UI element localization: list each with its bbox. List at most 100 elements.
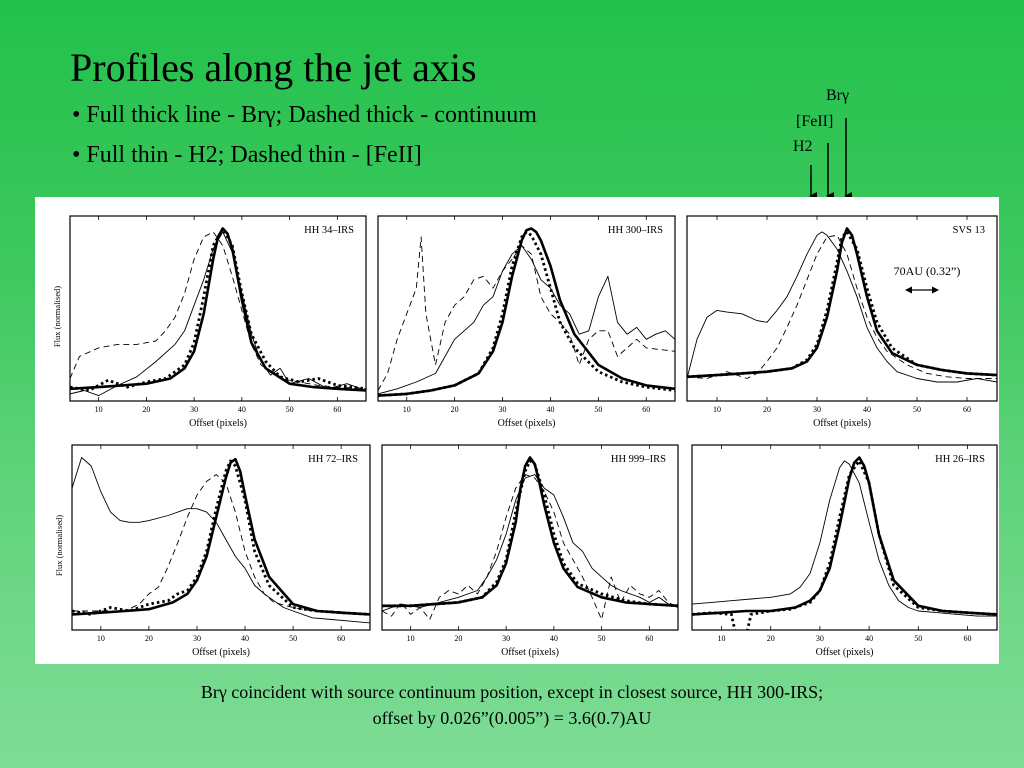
plot-title: HH 999–IRS [611, 454, 666, 465]
series-thick-dashed [72, 459, 370, 616]
series-thin-solid [382, 474, 678, 612]
x-axis-label: Offset (pixels) [192, 647, 250, 658]
legend-bullet-thick: • Full thick line - Brγ; Dashed thick - … [72, 102, 537, 128]
x-tick-label: 60 [333, 405, 341, 414]
scale-bar-label: 70AU (0.32”) [894, 264, 961, 278]
profiles-chart: 10 20 30 40 50 60 Offset (pixels) Flux (normali… [52, 215, 998, 658]
footer-line-2: offset by 0.026”(0.005”) = 3.6(0.7)AU [372, 708, 652, 728]
plot-frame [686, 215, 998, 402]
profiles-panel: 10 20 30 40 50 60 Offset (pixels) Flux (normali… [35, 197, 999, 664]
x-tick-label: 50 [594, 405, 602, 414]
x-axis-label: Offset (pixels) [189, 418, 247, 429]
x-axis-label: Offset (pixels) [498, 418, 556, 429]
x-tick-label: 40 [238, 405, 246, 414]
plot-2: 10 20 30 40 50 60 Offset (pixels) HH 300–IRS [377, 215, 676, 429]
scale-bar-left-head [905, 286, 912, 294]
plot-title: HH 300–IRS [608, 225, 663, 236]
y-axis-label: Flux (normalised) [54, 515, 64, 576]
label-brg: Brγ [826, 87, 850, 104]
x-tick-label: 60 [963, 405, 971, 414]
legend-bullet-thin: • Full thin - H2; Dashed thin - [FeII] [72, 142, 422, 168]
series-thick-solid [378, 227, 675, 397]
series-thin-solid [72, 457, 370, 624]
series-thick-solid [72, 457, 370, 616]
x-tick-label: 10 [97, 634, 105, 643]
x-tick-label: 10 [718, 634, 726, 643]
plot-title: HH 72–IRS [308, 454, 358, 465]
x-tick-label: 40 [550, 634, 558, 643]
x-tick-label: 40 [241, 634, 249, 643]
series-thin-dashed [72, 474, 370, 615]
x-tick-label: 30 [499, 405, 507, 414]
series-thin-solid [692, 460, 997, 617]
x-tick-label: 30 [502, 634, 510, 643]
x-tick-label: 20 [454, 634, 462, 643]
x-tick-label: 20 [451, 405, 459, 414]
plot-3: 10 20 30 40 50 60 Offset (pixels) SVS 13 [686, 215, 998, 429]
series-thin-solid [687, 231, 997, 383]
series-thick-dashed [687, 230, 997, 379]
plot-frame [69, 215, 367, 402]
series-thin-solid [70, 231, 366, 397]
series-thick-solid [70, 227, 366, 392]
x-tick-label: 50 [914, 634, 922, 643]
x-tick-label: 30 [193, 634, 201, 643]
x-axis-label: Offset (pixels) [501, 647, 559, 658]
series-thin-dashed [687, 234, 997, 379]
plot-5: 10 20 30 40 50 60 Offset (pixels) HH 999–IRS [381, 444, 679, 658]
x-tick-label: 40 [863, 405, 871, 414]
series-thin-solid [378, 245, 675, 395]
label-feii: [FeII] [796, 113, 834, 130]
series-thin-dashed [378, 236, 675, 391]
series-thick-dashed [70, 227, 366, 392]
x-tick-label: 30 [813, 405, 821, 414]
series-thin-dashed [70, 231, 366, 390]
x-tick-label: 10 [403, 405, 411, 414]
x-tick-label: 10 [407, 634, 415, 643]
slide-title: Profiles along the jet axis [70, 45, 477, 90]
x-tick-label: 10 [713, 405, 721, 414]
x-tick-label: 50 [913, 405, 921, 414]
series-thick-solid [687, 227, 997, 379]
x-tick-label: 40 [865, 634, 873, 643]
plot-title: HH 34–IRS [304, 225, 354, 236]
series-thick-solid [692, 456, 997, 616]
x-tick-label: 30 [816, 634, 824, 643]
x-axis-label: Offset (pixels) [816, 647, 874, 658]
plot-1: 10 20 30 40 50 60 Offset (pixels) Flux (normali… [52, 215, 367, 429]
plot-frame [377, 215, 676, 402]
plot-frame [71, 444, 371, 631]
scale-bar: 70AU (0.32”) [894, 264, 961, 294]
series-thick-dashed [382, 459, 678, 608]
x-tick-label: 40 [546, 405, 554, 414]
x-tick-label: 30 [190, 405, 198, 414]
x-tick-label: 10 [95, 405, 103, 414]
x-tick-label: 20 [142, 405, 150, 414]
plot-4: 10 20 30 40 50 60 Offset (pixels) Flux (normali… [54, 444, 371, 658]
y-axis-label: Flux (normalised) [52, 286, 62, 347]
x-tick-label: 60 [642, 405, 650, 414]
x-tick-label: 60 [337, 634, 345, 643]
x-tick-label: 20 [145, 634, 153, 643]
label-h2: H2 [793, 138, 813, 155]
plot-title: SVS 13 [953, 225, 985, 236]
series-thick-dashed [692, 459, 997, 630]
plot-frame [381, 444, 679, 631]
x-tick-label: 50 [289, 634, 297, 643]
x-axis-label: Offset (pixels) [813, 418, 871, 429]
x-tick-label: 20 [767, 634, 775, 643]
x-tick-label: 50 [598, 634, 606, 643]
series-thin-dashed [382, 474, 678, 620]
plot-6: 10 20 30 40 50 60 Offset (pixels) HH 26–IRS [691, 444, 998, 658]
x-tick-label: 60 [963, 634, 971, 643]
x-tick-label: 20 [763, 405, 771, 414]
x-tick-label: 50 [286, 405, 294, 414]
scale-bar-right-head [932, 286, 939, 294]
plot-frame [691, 444, 998, 631]
series-thick-solid [382, 456, 678, 608]
footer-line-1: Brγ coincident with source continuum pos… [200, 682, 824, 702]
line-position-arrows [809, 118, 852, 200]
x-tick-label: 60 [645, 634, 653, 643]
series-thick-dashed [378, 230, 675, 397]
plot-title: HH 26–IRS [935, 454, 985, 465]
